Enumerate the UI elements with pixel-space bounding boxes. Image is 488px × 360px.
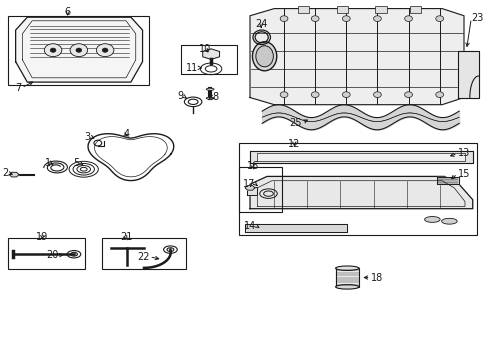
Text: 8: 8 xyxy=(212,92,218,102)
Text: 18: 18 xyxy=(370,273,382,283)
Circle shape xyxy=(404,92,411,98)
Ellipse shape xyxy=(441,218,456,224)
Text: 16: 16 xyxy=(246,161,259,171)
Polygon shape xyxy=(9,172,19,177)
Text: 13: 13 xyxy=(457,148,469,158)
Circle shape xyxy=(435,92,443,98)
Text: 14: 14 xyxy=(243,221,255,230)
Text: 1: 1 xyxy=(44,158,51,168)
Polygon shape xyxy=(16,17,142,82)
Text: 24: 24 xyxy=(255,19,267,30)
Polygon shape xyxy=(249,9,463,105)
Polygon shape xyxy=(457,51,478,98)
Circle shape xyxy=(373,92,381,98)
Bar xyxy=(102,238,185,269)
Text: 23: 23 xyxy=(470,13,483,23)
Polygon shape xyxy=(249,151,472,163)
Bar xyxy=(335,268,358,287)
Polygon shape xyxy=(257,153,465,161)
Circle shape xyxy=(96,44,114,57)
Text: 7: 7 xyxy=(15,83,21,93)
Text: 21: 21 xyxy=(120,232,132,242)
Polygon shape xyxy=(203,49,219,59)
Circle shape xyxy=(280,16,287,22)
Text: 22: 22 xyxy=(137,252,149,262)
Text: 15: 15 xyxy=(457,169,469,179)
Ellipse shape xyxy=(252,42,276,71)
Bar xyxy=(8,238,84,269)
Text: 9: 9 xyxy=(178,91,183,102)
Text: 25: 25 xyxy=(289,118,302,128)
Polygon shape xyxy=(249,176,472,209)
Text: 10: 10 xyxy=(199,44,211,54)
Circle shape xyxy=(50,48,56,52)
Text: 19: 19 xyxy=(36,232,48,242)
Ellipse shape xyxy=(255,46,273,67)
Polygon shape xyxy=(244,186,254,190)
Polygon shape xyxy=(244,224,346,232)
Ellipse shape xyxy=(335,285,358,289)
Circle shape xyxy=(280,92,287,98)
Circle shape xyxy=(311,16,319,22)
Text: 11: 11 xyxy=(185,63,198,73)
Text: 2: 2 xyxy=(2,168,8,178)
Text: 3: 3 xyxy=(84,132,90,141)
Circle shape xyxy=(102,48,108,52)
Circle shape xyxy=(76,48,81,52)
Text: 5: 5 xyxy=(73,158,80,168)
Bar xyxy=(375,6,386,13)
Text: 6: 6 xyxy=(64,7,71,17)
Circle shape xyxy=(70,44,87,57)
Circle shape xyxy=(435,16,443,22)
Text: 4: 4 xyxy=(123,129,129,139)
Circle shape xyxy=(373,16,381,22)
Polygon shape xyxy=(246,187,257,195)
Bar xyxy=(297,6,309,13)
Text: 17: 17 xyxy=(242,179,254,189)
Ellipse shape xyxy=(335,266,358,270)
Circle shape xyxy=(44,44,61,57)
Bar xyxy=(181,45,237,74)
Circle shape xyxy=(404,16,411,22)
Bar xyxy=(238,143,476,234)
Circle shape xyxy=(342,16,349,22)
Bar xyxy=(336,6,347,13)
Ellipse shape xyxy=(206,97,214,99)
Bar xyxy=(239,167,281,212)
Text: 20: 20 xyxy=(46,250,58,260)
Circle shape xyxy=(311,92,319,98)
Ellipse shape xyxy=(206,88,214,90)
Polygon shape xyxy=(436,177,458,184)
Bar xyxy=(408,6,420,13)
Circle shape xyxy=(342,92,349,98)
Ellipse shape xyxy=(424,217,439,222)
Bar xyxy=(8,17,148,85)
Text: 12: 12 xyxy=(287,139,300,149)
